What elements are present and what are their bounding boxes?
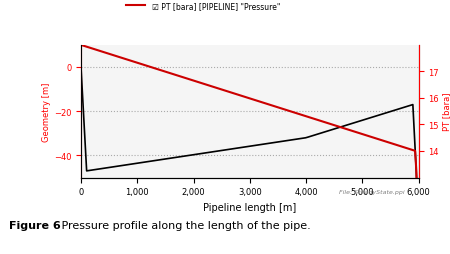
Geometry [m] [PIPELINE] "Representation of geometry" (363, 118, 368, 121)
Text: Pressure profile along the length of the pipe.: Pressure profile along the length of the… (58, 221, 311, 231)
Geometry [m] [PIPELINE] "Representation of geometry" (278, 140, 284, 144)
PT [bara] [PIPELINE] "Pressure" (78, 44, 84, 47)
Geometry [m] [PIPELINE] "Representation of geometry" (80, 87, 85, 90)
Legend: ☑ Geometry [m] [PIPELINE] "Representation of geometry", ☑ PT [bara] [PIPELINE] ": ☑ Geometry [m] [PIPELINE] "Representatio… (123, 0, 376, 14)
PT [bara] [PIPELINE] "Pressure" (80, 44, 85, 47)
Line: Geometry [m] [PIPELINE] "Representation of geometry": Geometry [m] [PIPELINE] "Representation … (81, 68, 418, 215)
Line: PT [bara] [PIPELINE] "Pressure": PT [bara] [PIPELINE] "Pressure" (81, 46, 418, 244)
PT [bara] [PIPELINE] "Pressure" (278, 107, 284, 110)
Geometry [m] [PIPELINE] "Representation of geometry" (285, 139, 290, 142)
PT [bara] [PIPELINE] "Pressure" (285, 109, 290, 113)
Geometry [m] [PIPELINE] "Representation of geometry" (384, 112, 390, 115)
Y-axis label: Geometry [m]: Geometry [m] (42, 82, 51, 141)
PT [bara] [PIPELINE] "Pressure" (384, 141, 390, 144)
PT [bara] [PIPELINE] "Pressure" (416, 242, 421, 245)
PT [bara] [PIPELINE] "Pressure" (363, 134, 368, 137)
Text: File: SteadyState.ppi: File: SteadyState.ppi (339, 189, 405, 194)
Geometry [m] [PIPELINE] "Representation of geometry" (78, 66, 84, 69)
X-axis label: Pipeline length [m]: Pipeline length [m] (203, 202, 297, 212)
Y-axis label: PT [bara]: PT [bara] (441, 93, 450, 131)
Geometry [m] [PIPELINE] "Representation of geometry" (416, 214, 421, 217)
Geometry [m] [PIPELINE] "Representation of geometry" (279, 140, 284, 143)
Text: Figure 6: Figure 6 (9, 221, 61, 231)
PT [bara] [PIPELINE] "Pressure" (279, 108, 284, 111)
